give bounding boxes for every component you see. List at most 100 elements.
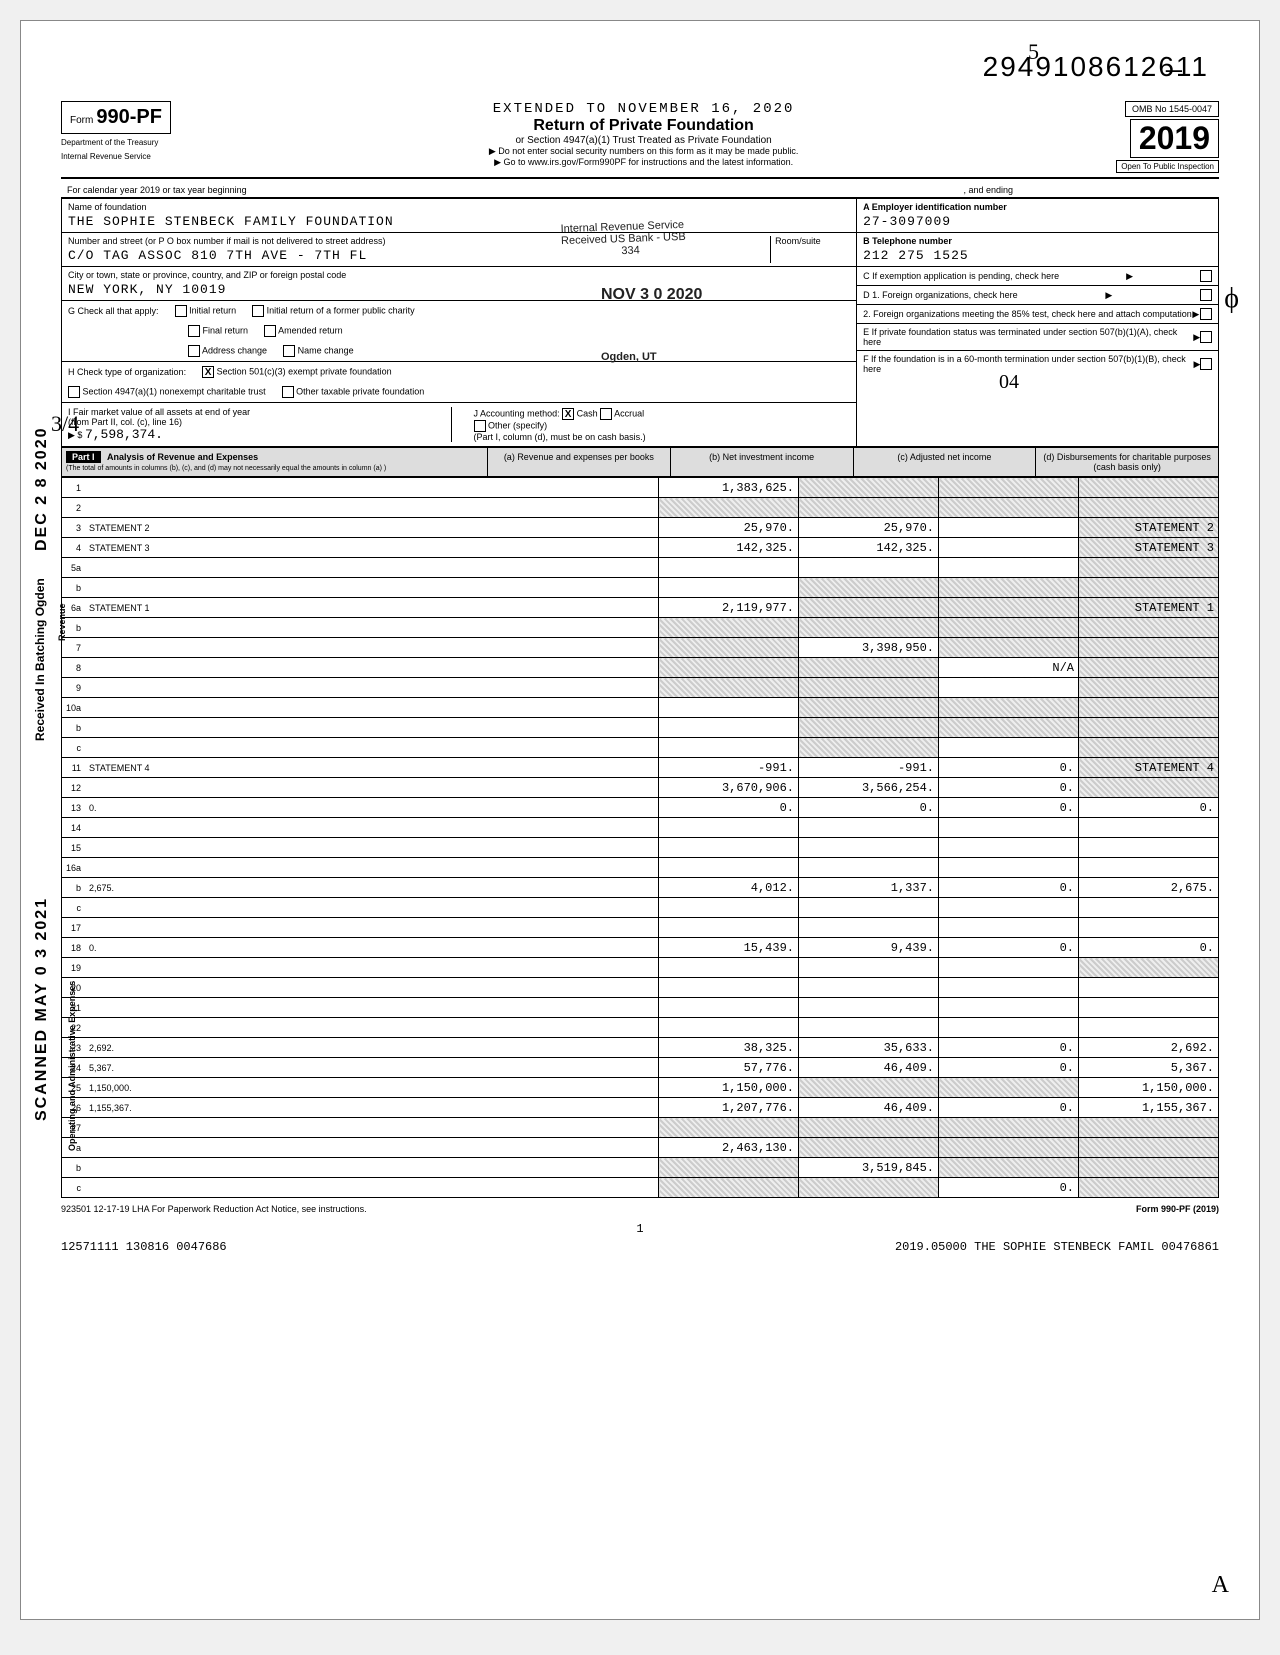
col-d-value — [1079, 738, 1219, 758]
opt-addr-change: Address change — [202, 345, 267, 355]
col-a-header: (a) Revenue and expenses per books — [488, 448, 671, 476]
table-row: 232,692.38,325.35,633.0.2,692. — [62, 1038, 1219, 1058]
col-a-value: 4,012. — [659, 878, 799, 898]
col-b-value — [799, 978, 939, 998]
tax-year: 2019 — [1130, 119, 1219, 158]
part1-tag: Part I — [66, 451, 101, 463]
side-stamp-scanned: SCANNED MAY 0 3 2021 — [33, 897, 51, 1121]
col-d-value — [1079, 658, 1219, 678]
col-a-value — [659, 1018, 799, 1038]
checkbox-other-taxable[interactable] — [282, 386, 294, 398]
table-row: 8N/A — [62, 658, 1219, 678]
form-page: 5 29491086126̶11 Form 990-PF Department … — [20, 20, 1260, 1620]
checkbox-name-change[interactable] — [283, 345, 295, 357]
col-a-value — [659, 738, 799, 758]
col-a-value: 142,325. — [659, 538, 799, 558]
e-label: E If private foundation status was termi… — [863, 327, 1193, 347]
table-row: b 3,519,845. — [62, 1158, 1219, 1178]
col-c-value: 0. — [939, 1038, 1079, 1058]
checkbox-initial-former[interactable] — [252, 305, 264, 317]
checkbox-f[interactable] — [1200, 358, 1212, 370]
h-label: H Check type of organization: — [68, 367, 186, 377]
table-row: 10a — [62, 698, 1219, 718]
col-d-value — [1079, 1118, 1219, 1138]
line-desc: STATEMENT 1 — [85, 598, 658, 618]
col-a-value — [659, 618, 799, 638]
col-d-value — [1079, 558, 1219, 578]
line-desc — [85, 918, 658, 938]
d2-label: 2. Foreign organizations meeting the 85%… — [863, 309, 1192, 319]
col-b-value: 3,519,845. — [799, 1158, 939, 1178]
control-left: 12571111 130816 0047686 — [61, 1240, 227, 1254]
table-row: 9 — [62, 678, 1219, 698]
line-desc — [85, 778, 658, 798]
col-c-value — [939, 558, 1079, 578]
col-d-value — [1079, 678, 1219, 698]
col-a-value: 1,150,000. — [659, 1078, 799, 1098]
footer-left: 923501 12-17-19 LHA For Paperwork Reduct… — [61, 1204, 367, 1214]
col-b-value — [799, 678, 939, 698]
dept-irs: Internal Revenue Service — [61, 152, 171, 162]
line-number: b — [62, 1158, 86, 1178]
i-sub: (from Part II, col. (c), line 16) — [68, 417, 182, 427]
col-c-value — [939, 1078, 1079, 1098]
col-c-value — [939, 678, 1079, 698]
col-c-value — [939, 1138, 1079, 1158]
checkbox-501c3[interactable]: X — [202, 366, 214, 378]
col-c-value — [939, 898, 1079, 918]
city-state-zip: NEW YORK, NY 10019 — [68, 282, 850, 297]
line-number: c — [62, 738, 86, 758]
city-label: City or town, state or province, country… — [68, 270, 346, 280]
part1-note: (The total of amounts in columns (b), (c… — [66, 465, 386, 472]
j-note: (Part I, column (d), must be on cash bas… — [474, 432, 646, 442]
checkbox-d1[interactable] — [1200, 289, 1212, 301]
col-b-value — [799, 898, 939, 918]
checkbox-amended[interactable] — [264, 325, 276, 337]
form-number-block: Form 990-PF Department of the Treasury I… — [61, 101, 171, 161]
col-b-value: 3,566,254. — [799, 778, 939, 798]
checkbox-addr-change[interactable] — [188, 345, 200, 357]
table-row: 261,155,367.1,207,776.46,409.0.1,155,367… — [62, 1098, 1219, 1118]
line-desc: 2,692. — [85, 1038, 658, 1058]
col-c-value: 0. — [939, 878, 1079, 898]
checkbox-other-method[interactable] — [474, 420, 486, 432]
d1-label: D 1. Foreign organizations, check here — [863, 290, 1018, 300]
c-label: C If exemption application is pending, c… — [863, 271, 1059, 281]
col-d-value — [1079, 1138, 1219, 1158]
col-c-value — [939, 978, 1079, 998]
col-b-value — [799, 498, 939, 518]
col-d-value: 0. — [1079, 938, 1219, 958]
col-c-value: 0. — [939, 798, 1079, 818]
form-header: Form 990-PF Department of the Treasury I… — [61, 101, 1219, 173]
col-b-value: -991. — [799, 758, 939, 778]
subtitle-2: ▶ Do not enter social security numbers o… — [171, 146, 1116, 157]
col-b-value — [799, 1178, 939, 1198]
col-a-value: 25,970. — [659, 518, 799, 538]
col-c-value — [939, 598, 1079, 618]
col-a-value — [659, 838, 799, 858]
checkbox-c[interactable] — [1200, 270, 1212, 282]
col-a-value: 38,325. — [659, 1038, 799, 1058]
side-label-revenue: Revenue — [57, 603, 67, 641]
col-c-header: (c) Adjusted net income — [854, 448, 1037, 476]
checkbox-e[interactable] — [1200, 331, 1212, 343]
ein-label: A Employer identification number — [863, 202, 1007, 212]
checkbox-cash[interactable]: X — [562, 408, 574, 420]
col-c-value — [939, 738, 1079, 758]
checkbox-initial[interactable] — [175, 305, 187, 317]
line-desc: 5,367. — [85, 1058, 658, 1078]
line-number: c — [62, 898, 86, 918]
col-c-value — [939, 718, 1079, 738]
line-number: b — [62, 718, 86, 738]
checkbox-accrual[interactable] — [600, 408, 612, 420]
col-d-value — [1079, 498, 1219, 518]
line-number: 13 — [62, 798, 86, 818]
table-row: 11STATEMENT 4-991.-991.0.STATEMENT 4 — [62, 758, 1219, 778]
checkbox-4947[interactable] — [68, 386, 80, 398]
checkbox-d2[interactable] — [1200, 308, 1212, 320]
and-ending-label: , and ending — [963, 185, 1013, 195]
col-b-value: 46,409. — [799, 1098, 939, 1118]
checkbox-final[interactable] — [188, 325, 200, 337]
year-block: OMB No 1545-0047 2019 Open To Public Ins… — [1116, 101, 1219, 173]
col-b-value — [799, 718, 939, 738]
